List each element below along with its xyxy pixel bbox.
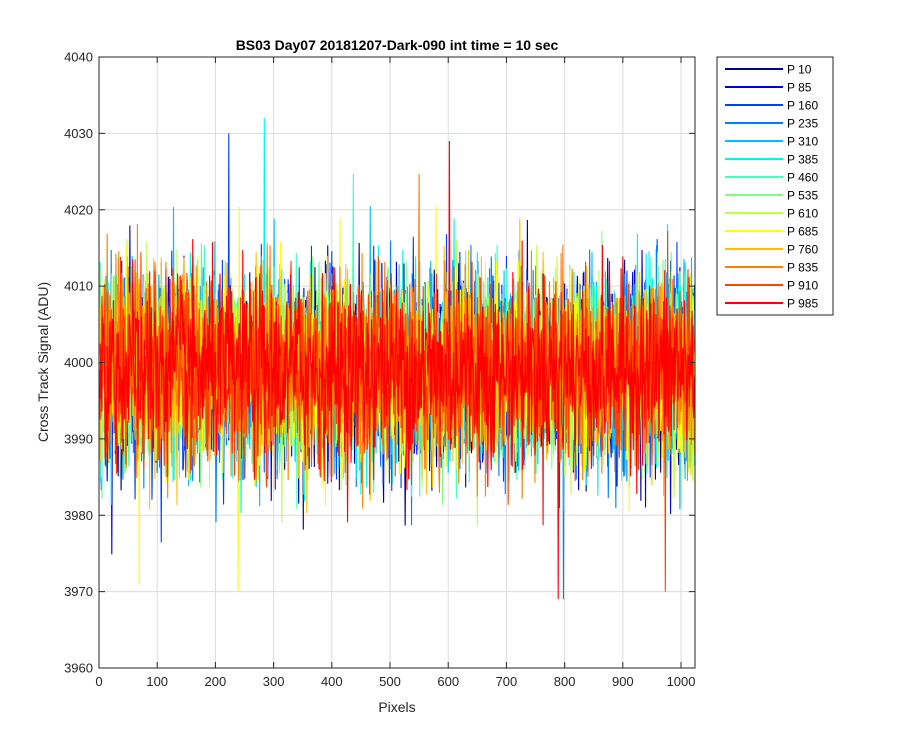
y-tick-label: 4000: [64, 355, 93, 370]
y-tick-label: 3970: [64, 584, 93, 599]
y-axis-label: Cross Track Signal (ADU): [35, 282, 51, 442]
x-tick-label: 900: [612, 674, 634, 689]
legend-box: [716, 56, 834, 316]
x-tick-label: 1000: [667, 674, 696, 689]
x-tick-label: 600: [437, 674, 459, 689]
series-line: [99, 141, 696, 600]
legend-entry-label: P 535: [787, 189, 818, 203]
axes: 0 100 200 300 400 500 600 700 800 900 1000 3960 3970…: [64, 50, 696, 689]
y-tick-label: 3990: [64, 431, 93, 446]
y-tick-label: 4030: [64, 126, 93, 141]
legend-entry-label: P 985: [787, 297, 818, 311]
legend-entry-label: P 685: [787, 225, 818, 239]
legend-entry-label: P 610: [787, 207, 818, 221]
plot-area: [99, 118, 696, 600]
legend: P 10 P 85 P 160 P 235 P 310 P 385 P 460 P 535 P …: [716, 56, 834, 316]
legend-entry-label: P 835: [787, 261, 818, 275]
x-tick-label: 0: [95, 674, 102, 689]
y-tick-label: 4040: [64, 50, 93, 65]
x-tick-label: 700: [496, 674, 518, 689]
y-tick-label: 4020: [64, 202, 93, 217]
x-tick-label: 800: [554, 674, 576, 689]
legend-entry-label: P 460: [787, 171, 818, 185]
x-tick-label: 300: [263, 674, 285, 689]
y-tick-label: 3960: [64, 661, 93, 676]
x-axis-label: Pixels: [378, 699, 415, 715]
legend-entry-label: P 85: [787, 81, 812, 95]
y-tick-label: 3980: [64, 508, 93, 523]
y-tick-label: 4010: [64, 279, 93, 294]
legend-entry-label: P 760: [787, 243, 818, 257]
legend-entry-label: P 160: [787, 99, 818, 113]
chart-title: BS03 Day07 20181207-Dark-090 int time = …: [236, 37, 559, 53]
x-tick-label: 500: [379, 674, 401, 689]
legend-entry-label: P 235: [787, 117, 818, 131]
x-tick-label: 200: [205, 674, 227, 689]
legend-entry-label: P 10: [787, 63, 812, 77]
legend-entry-label: P 910: [787, 279, 818, 293]
legend-entry-label: P 310: [787, 135, 818, 149]
x-tick-label: 400: [321, 674, 343, 689]
legend-entry-label: P 385: [787, 153, 818, 167]
x-tick-label: 100: [146, 674, 168, 689]
